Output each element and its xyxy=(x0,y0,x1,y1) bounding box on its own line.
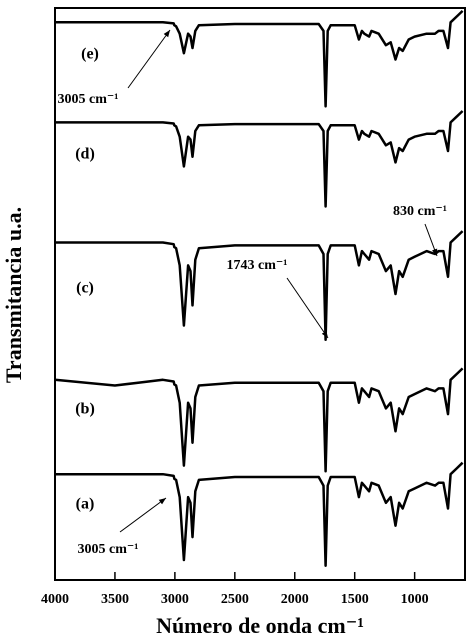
annotation-arrow xyxy=(424,223,438,257)
series-label: (a) xyxy=(76,496,95,513)
x-tick-label: 3500 xyxy=(101,592,129,607)
spectrum-line xyxy=(55,9,464,108)
annotation-arrow xyxy=(127,29,171,89)
annotation: 3005 cm⁻¹ xyxy=(58,92,119,107)
spectrum-line xyxy=(55,230,464,342)
spectrum-line xyxy=(55,110,464,208)
x-tick-label: 2500 xyxy=(221,592,249,607)
x-tick-label: 3000 xyxy=(161,592,189,607)
series-label: (d) xyxy=(75,146,95,163)
plot-frame xyxy=(54,7,466,581)
series-label: (c) xyxy=(76,280,94,297)
y-axis-label: Transmitancia u.a. xyxy=(1,207,26,383)
x-tick-label: 2000 xyxy=(281,592,309,607)
series-label: (e) xyxy=(81,46,99,63)
annotation: 3005 cm⁻¹ xyxy=(78,542,139,557)
annotation-arrow xyxy=(119,497,167,533)
x-tick-label: 1500 xyxy=(341,592,369,607)
annotation-arrow xyxy=(286,277,329,339)
spectrum-line xyxy=(55,461,464,567)
x-tick-label: 4000 xyxy=(41,592,69,607)
x-tick-label: 1000 xyxy=(401,592,429,607)
spectrum-line xyxy=(54,367,464,473)
x-axis-label: Número de onda cm⁻¹ xyxy=(156,613,364,638)
series-label: (b) xyxy=(75,401,95,418)
annotation: 1743 cm⁻¹ xyxy=(227,258,288,273)
annotation: 830 cm⁻¹ xyxy=(393,204,447,219)
